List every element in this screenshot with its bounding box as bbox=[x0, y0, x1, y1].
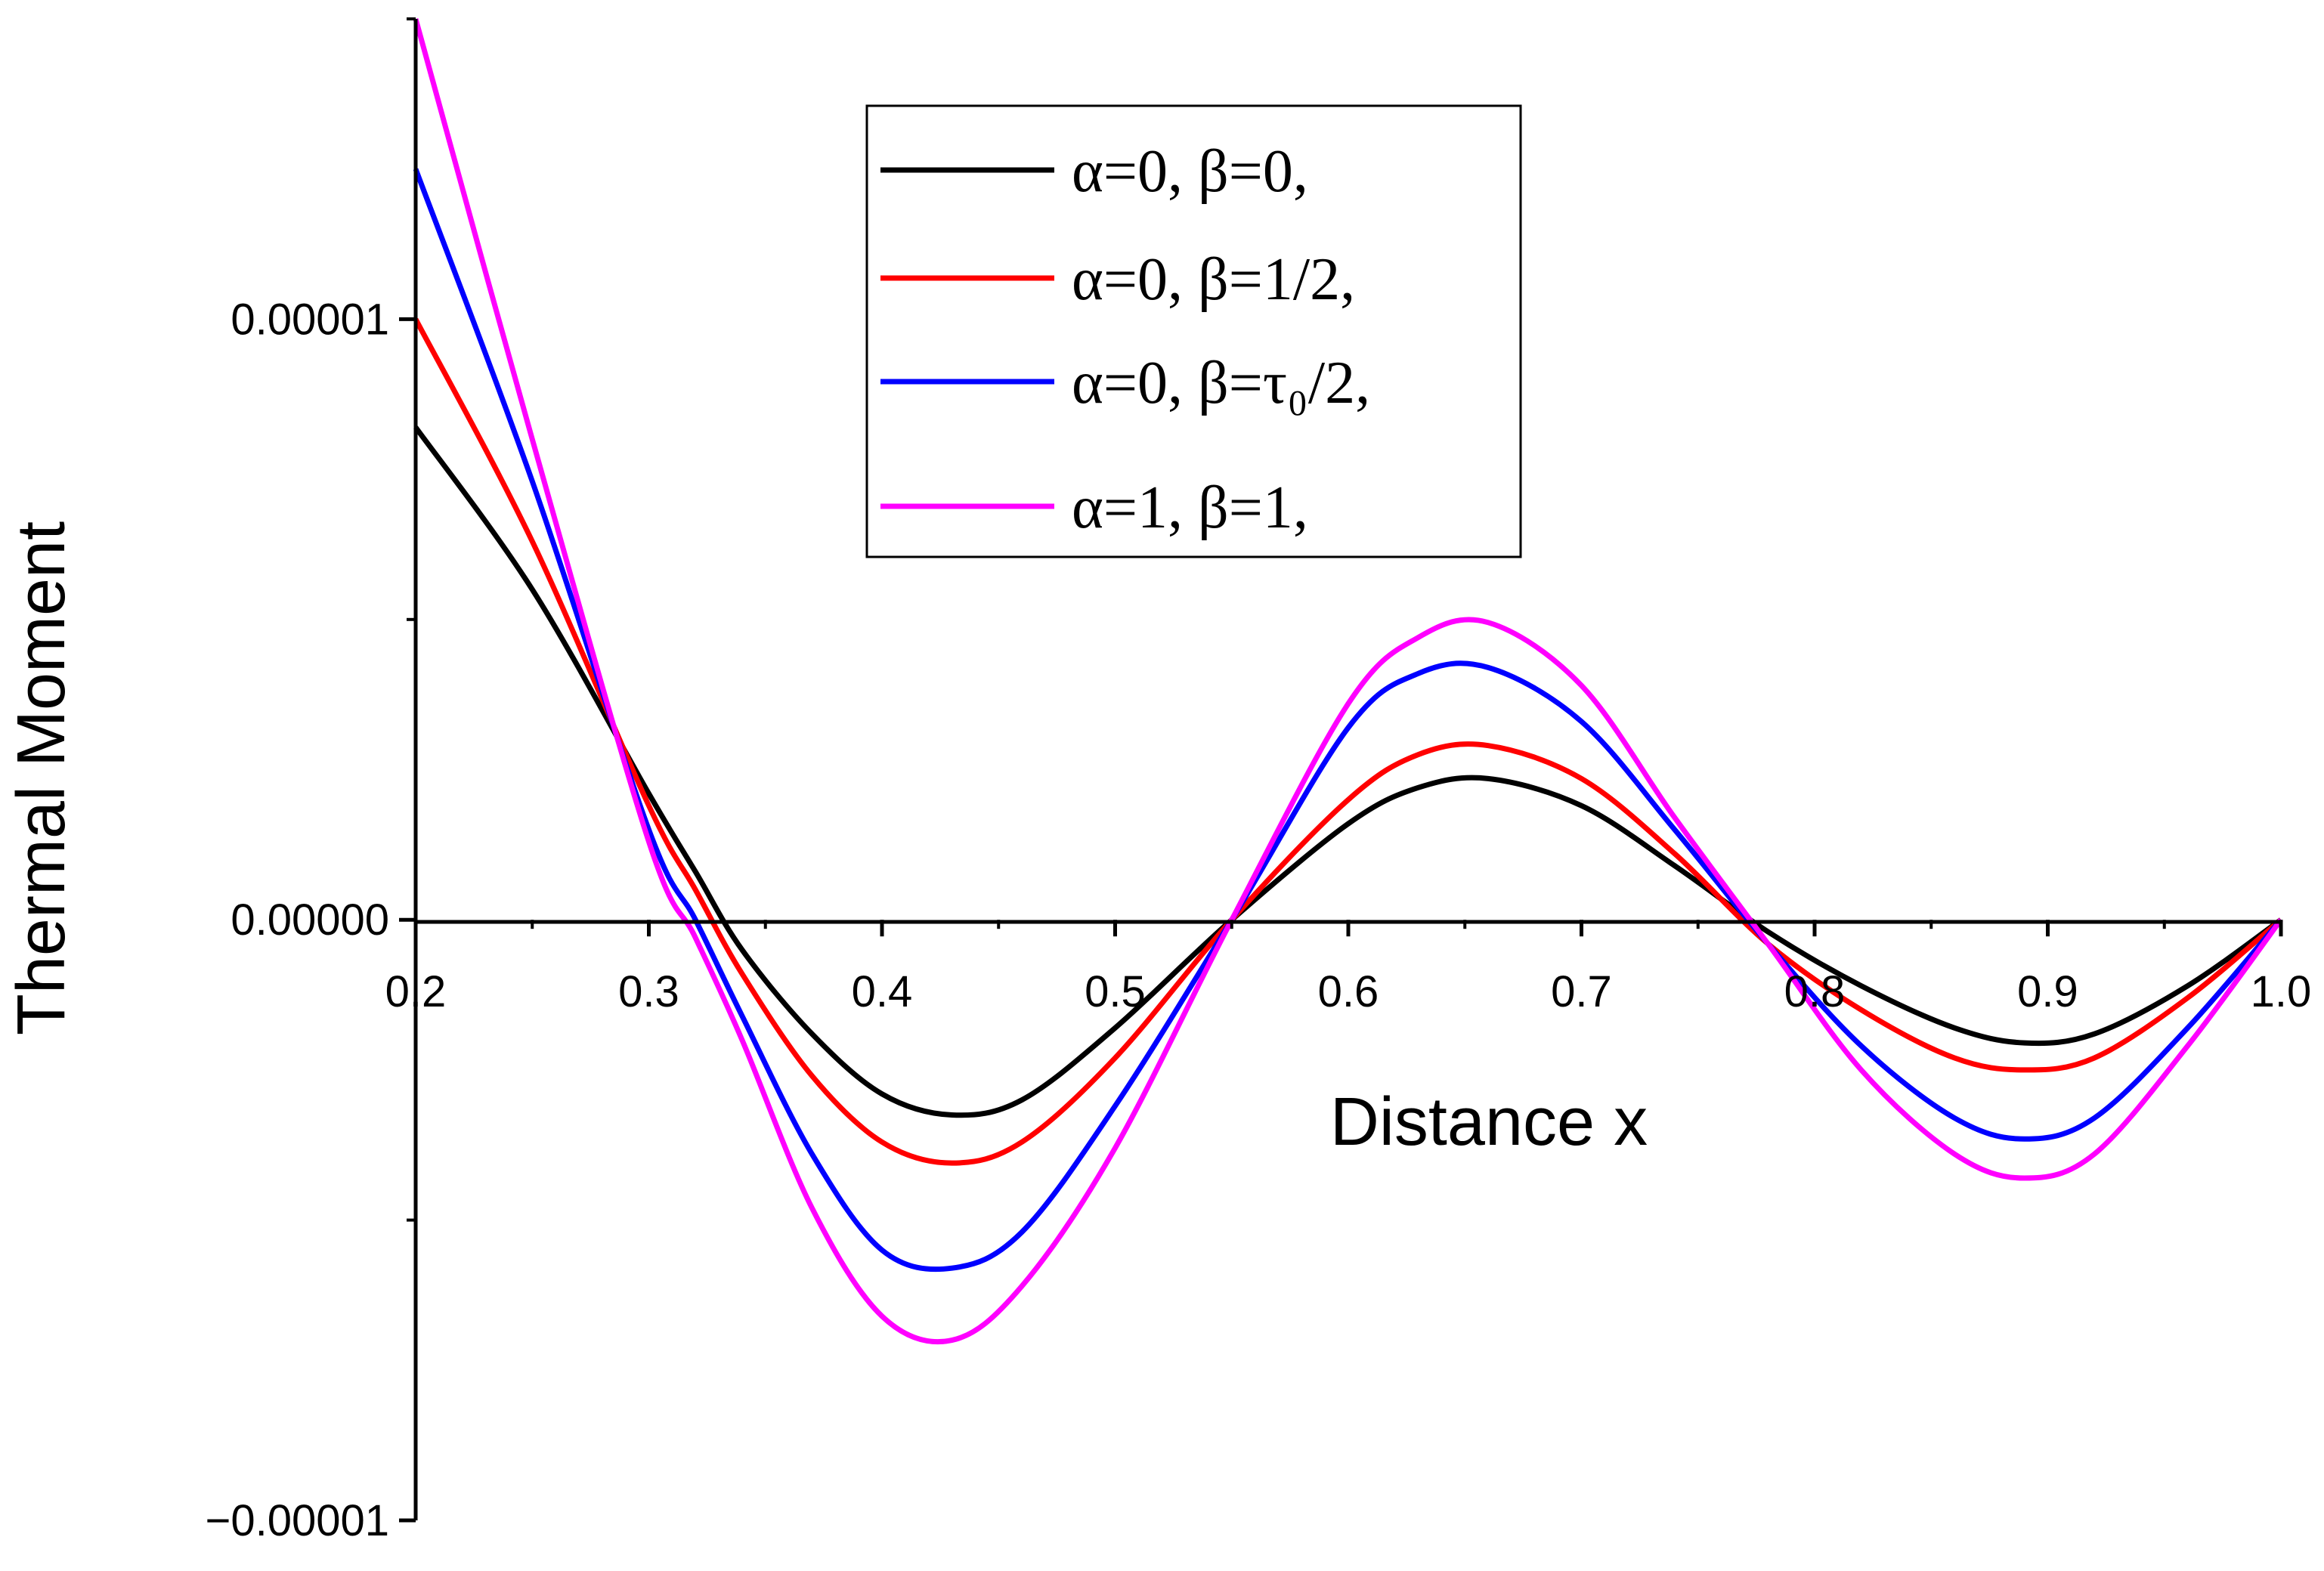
x-tick-label: 0.8 bbox=[1784, 967, 1846, 1016]
y-tick-label: 0.00001 bbox=[231, 295, 389, 344]
series-line-2 bbox=[413, 317, 2283, 1166]
legend-label-4: α=1, β=1, bbox=[1072, 475, 1308, 541]
y-tick-label: 0.00000 bbox=[231, 895, 389, 945]
y-tick-label: −0.00001 bbox=[205, 1496, 389, 1545]
x-axis-title: Distance x bbox=[1330, 1084, 1648, 1160]
series-line-4 bbox=[413, 18, 2283, 1345]
legend: α=0, β=0, α=0, β=1/2, α=0, β=τ₀/2, α=1, β=1… bbox=[865, 104, 1522, 558]
legend-label-1: α=0, β=0, bbox=[1072, 138, 1308, 205]
x-tick-label: 0.4 bbox=[852, 967, 913, 1016]
x-tick-label: 0.5 bbox=[1085, 967, 1146, 1016]
x-tick-label: 1.0 bbox=[2251, 967, 2312, 1016]
x-ticks: 0.2 0.3 0.4 0.5 0.6 0.7 0.8 0.9 1.0 bbox=[385, 920, 2312, 1016]
x-tick-label: 0.9 bbox=[2017, 967, 2078, 1016]
legend-box bbox=[865, 104, 1522, 558]
y-ticks: −0.00001 0.00000 0.00001 bbox=[205, 17, 416, 1545]
series-line-1 bbox=[413, 425, 2283, 1118]
series-layer bbox=[413, 18, 2283, 1345]
legend-label-2: α=0, β=1/2, bbox=[1072, 246, 1355, 313]
x-tick-label: 0.6 bbox=[1318, 967, 1379, 1016]
x-tick-label: 0.2 bbox=[385, 967, 447, 1016]
legend-label-3: α=0, β=τ₀/2, bbox=[1072, 350, 1370, 416]
y-axis-title: Thermal Moment bbox=[4, 521, 79, 1035]
x-tick-label: 0.7 bbox=[1551, 967, 1612, 1016]
x-tick-label: 0.3 bbox=[618, 967, 679, 1016]
